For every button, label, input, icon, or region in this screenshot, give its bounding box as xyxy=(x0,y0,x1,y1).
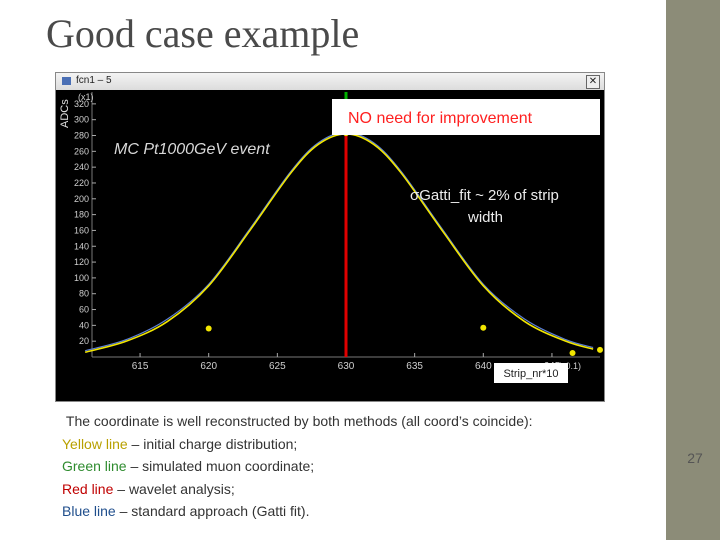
legend-yellow-term: Yellow line xyxy=(62,435,128,452)
annotation-box xyxy=(332,99,600,135)
left-bracket-icon xyxy=(676,440,682,476)
decorative-sidebar xyxy=(666,0,720,540)
window-titlebar[interactable]: fcn1 – 5 ✕ xyxy=(56,73,604,91)
sigma-label-line2: width xyxy=(467,209,503,226)
y-tick-label: 140 xyxy=(74,241,89,251)
legend-blue-term: Blue line xyxy=(62,503,116,519)
x-tick-label: 620 xyxy=(200,361,217,372)
legend-yellow-desc: – initial charge distribution; xyxy=(127,435,298,452)
legend-green-term: Green line xyxy=(62,458,127,474)
data-point xyxy=(597,346,603,353)
y-tick-label: 200 xyxy=(74,194,89,204)
right-bracket-icon xyxy=(708,440,714,476)
x-tick-label: 615 xyxy=(132,361,149,372)
x-tick-label: 635 xyxy=(406,361,423,372)
close-button[interactable]: ✕ xyxy=(586,75,600,89)
x-axis-label-box xyxy=(494,363,568,383)
legend-blue: Blue line – standard approach (Gatti fit… xyxy=(62,500,533,523)
y-tick-label: 300 xyxy=(74,115,89,125)
y-axis-label: ADCs xyxy=(59,99,71,128)
sigma-label: σGatti_fit ~ 2% of strip xyxy=(410,187,559,204)
y-tick-label: 60 xyxy=(79,305,89,315)
y-tick-label: 20 xyxy=(79,336,89,346)
slide-number-label: 27 xyxy=(687,450,703,466)
y-scale-label: (x1) xyxy=(78,92,94,102)
data-point xyxy=(480,324,487,331)
caption-intro-text: The coordinate is well reconstructed by … xyxy=(65,413,533,429)
x-tick-label: 630 xyxy=(338,361,355,372)
data-point xyxy=(205,325,212,332)
gaussian-plot: 20 40 60 80 100 120 140 160 180 200 220 240 260 280 30… xyxy=(56,90,604,401)
caption: The coordinate is well reconstructed by … xyxy=(62,410,533,523)
legend-blue-desc: – standard approach (Gatti fit). xyxy=(115,503,310,519)
legend-yellow: Yellow line – initial charge distributio… xyxy=(62,433,533,456)
y-tick-label: 240 xyxy=(74,162,89,172)
x-axis-label: Strip_nr*10 xyxy=(503,368,558,380)
x-tick-label: 625 xyxy=(269,361,286,372)
event-label: MC Pt1000GeV event xyxy=(114,141,270,158)
y-tick-label: 280 xyxy=(74,131,89,141)
y-tick-label: 260 xyxy=(74,146,89,156)
x-tick-label: 640 xyxy=(475,361,492,372)
y-tick-label: 120 xyxy=(74,257,89,267)
legend-red-desc: – wavelet analysis; xyxy=(113,480,235,497)
y-tick-label: 40 xyxy=(79,320,89,330)
plot-window: fcn1 – 5 ✕ 20 40 60 80 100 120 140 160 180 200 220… xyxy=(55,72,605,402)
caption-intro: The coordinate is well reconstructed by … xyxy=(62,410,533,433)
y-tick-label: 320 xyxy=(74,99,89,109)
y-tick-label: 100 xyxy=(74,273,89,283)
y-tick-label: 180 xyxy=(74,210,89,220)
data-point xyxy=(569,350,576,357)
slide-title: Good case example xyxy=(46,11,360,56)
y-tick-label: 220 xyxy=(74,178,89,188)
plot-background xyxy=(56,90,604,401)
slide-number: 27 xyxy=(676,440,714,476)
window-title: fcn1 – 5 xyxy=(76,75,112,86)
legend-green: Green line – simulated muon coordinate; xyxy=(62,455,533,478)
x-scale-label: (x0.1) xyxy=(558,361,581,371)
legend-red-term: Red line xyxy=(62,480,114,497)
y-tick-label: 160 xyxy=(74,225,89,235)
app-icon xyxy=(62,77,71,85)
y-tick-label: 80 xyxy=(79,289,89,299)
annotation-text: NO need for improvement xyxy=(348,110,533,127)
legend-red: Red line – wavelet analysis; xyxy=(62,478,533,501)
legend-green-desc: – simulated muon coordinate; xyxy=(126,458,315,474)
